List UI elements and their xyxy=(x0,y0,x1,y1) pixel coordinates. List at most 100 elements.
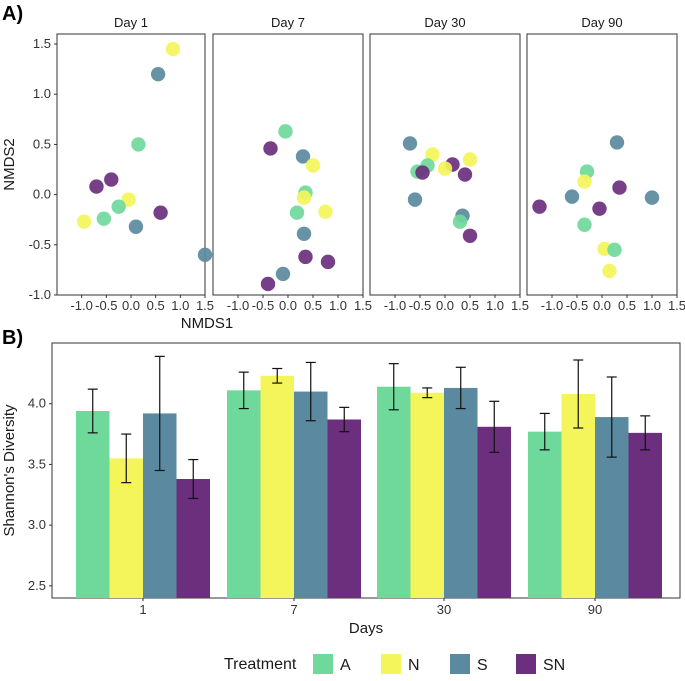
x-tick-label: 90 xyxy=(588,602,602,617)
data-point xyxy=(644,190,660,205)
x-tick-label: 1.5 xyxy=(354,298,372,313)
x-axis-title: Days xyxy=(349,620,383,637)
data-point xyxy=(609,135,625,150)
y-tick-label: -0.5 xyxy=(29,237,51,252)
x-tick-label: 0.0 xyxy=(279,298,297,313)
facet-panel: Day 1 -1.0 -0.5 0.0 0.5 1.0 1.5 xyxy=(56,15,214,313)
data-point xyxy=(197,247,213,263)
y-tick-label: 1.0 xyxy=(33,86,51,101)
legend-title: Treatment xyxy=(224,656,297,673)
panel-label-a: A) xyxy=(2,3,23,25)
bar xyxy=(227,390,261,598)
panel-border xyxy=(526,33,678,296)
x-tick-label: -1.0 xyxy=(227,298,249,313)
x-tick-label: -0.5 xyxy=(252,298,274,313)
data-point xyxy=(462,152,478,167)
data-point xyxy=(128,219,144,234)
data-point xyxy=(111,199,126,214)
data-point xyxy=(462,228,478,243)
data-point xyxy=(305,158,321,173)
error-bar xyxy=(455,366,466,410)
data-point xyxy=(407,192,423,207)
data-point xyxy=(452,214,468,229)
y-axis-title: NMDS2 xyxy=(1,138,18,191)
facet-title: Day 30 xyxy=(424,15,465,30)
y-tick-label: -1.0 xyxy=(29,287,51,302)
error-bar xyxy=(539,412,550,451)
x-tick-label: 0.0 xyxy=(593,298,611,313)
plot-border xyxy=(51,342,681,599)
x-tick-label: 0.0 xyxy=(122,298,140,313)
x-tick-label: 0.5 xyxy=(461,298,479,313)
x-axis-title: NMDS1 xyxy=(181,315,234,332)
data-point xyxy=(592,201,607,216)
data-point xyxy=(577,174,592,189)
data-point xyxy=(320,254,336,270)
data-point xyxy=(298,249,313,265)
x-tick-label: 1.5 xyxy=(668,298,685,313)
data-point xyxy=(263,141,278,156)
legend-swatch xyxy=(313,654,333,674)
legend-swatch xyxy=(381,654,401,674)
y-tick-label: 0.5 xyxy=(33,136,51,151)
data-point xyxy=(260,276,276,292)
data-point xyxy=(607,242,622,258)
x-tick-label: -1.0 xyxy=(541,298,563,313)
error-bar xyxy=(422,387,433,399)
panel-border xyxy=(212,33,364,296)
legend-label: S xyxy=(477,657,488,674)
x-tick-label: -0.5 xyxy=(95,298,117,313)
data-point xyxy=(296,226,312,241)
legend-swatch xyxy=(516,654,536,674)
bar xyxy=(377,386,411,598)
error-bar xyxy=(121,433,132,484)
x-tick-label: 7 xyxy=(290,602,297,617)
x-tick-label: 1.0 xyxy=(643,298,661,313)
bar xyxy=(260,375,294,598)
bar xyxy=(628,432,662,598)
panel-border xyxy=(56,33,206,296)
data-point xyxy=(602,263,617,279)
error-bar xyxy=(272,367,283,384)
y-tick-label: 0.0 xyxy=(33,187,51,202)
x-tick-label: 0.0 xyxy=(436,298,454,313)
facet-panel: Day 7 -1.0 -0.5 0.0 0.5 1.0 1.5 xyxy=(212,15,372,313)
data-point xyxy=(457,167,473,182)
error-bar xyxy=(87,388,98,434)
data-point xyxy=(96,211,112,226)
error-bar xyxy=(188,458,199,500)
x-tick-label: 1.0 xyxy=(171,298,189,313)
facet-title: Day 90 xyxy=(581,15,622,30)
data-point xyxy=(425,147,440,162)
data-point xyxy=(153,205,168,220)
error-bar xyxy=(640,415,651,451)
y-tick-label: 2.5 xyxy=(28,578,46,593)
error-bar xyxy=(388,363,399,411)
facet-panel: Day 30 -1.0 -0.5 0.0 0.5 1.0 1.5 xyxy=(369,15,529,313)
bar xyxy=(528,431,562,598)
y-tick-label: 3.0 xyxy=(28,517,46,532)
data-point xyxy=(278,124,293,139)
data-point xyxy=(318,204,333,219)
bar xyxy=(76,411,110,598)
bar xyxy=(410,392,444,598)
error-bar xyxy=(305,361,316,422)
data-point xyxy=(415,165,430,180)
x-tick-label: -1.0 xyxy=(70,298,92,313)
data-point xyxy=(532,199,547,214)
data-point xyxy=(104,172,119,187)
data-point xyxy=(89,179,104,194)
panel-label-b: B) xyxy=(2,327,23,349)
data-point xyxy=(402,136,418,151)
y-tick-label: 3.5 xyxy=(28,456,46,471)
y-axis-title: Shannon's Diversity xyxy=(1,404,18,537)
data-point xyxy=(295,149,311,164)
data-point xyxy=(612,180,627,195)
error-bar xyxy=(339,406,350,433)
data-point xyxy=(76,214,92,229)
x-tick-label: -0.5 xyxy=(566,298,588,313)
x-tick-label: 1.0 xyxy=(329,298,347,313)
legend-label: A xyxy=(340,657,351,674)
data-point xyxy=(289,205,305,220)
